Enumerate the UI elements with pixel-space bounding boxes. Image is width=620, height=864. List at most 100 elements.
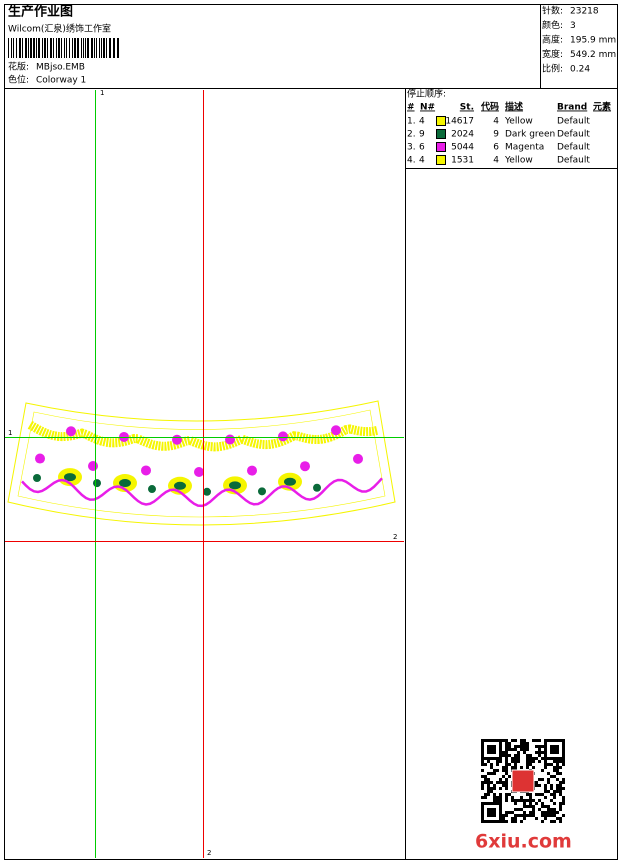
bar xyxy=(58,38,60,58)
info-value: 23218 xyxy=(570,7,599,17)
qr-cell xyxy=(553,760,556,763)
qr-cell xyxy=(550,787,553,790)
qr-cell xyxy=(514,757,517,760)
qr-code xyxy=(481,739,565,823)
qr-cell xyxy=(499,760,502,763)
qr-cell xyxy=(502,820,505,823)
qr-cell xyxy=(487,784,490,787)
dot xyxy=(148,485,156,494)
qr-cell xyxy=(520,748,523,751)
qr-cell xyxy=(532,811,535,814)
qr-cell xyxy=(505,814,508,817)
qr-cell xyxy=(538,799,541,802)
qr-cell xyxy=(496,781,499,784)
qr-cell xyxy=(505,760,508,763)
qr-cell xyxy=(547,805,550,808)
qr-cell xyxy=(505,754,508,757)
qr-cell xyxy=(517,754,520,757)
qr-cell xyxy=(538,754,541,757)
qr-cell xyxy=(559,793,562,796)
qr-cell xyxy=(514,802,517,805)
qr-cell xyxy=(505,784,508,787)
qr-cell xyxy=(556,778,559,781)
qr-cell xyxy=(562,763,565,766)
design-label: 花版: xyxy=(8,61,29,73)
column-header: N# xyxy=(420,103,435,113)
qr-cell xyxy=(523,742,526,745)
qr-finder xyxy=(550,745,559,754)
qr-cell xyxy=(550,784,553,787)
cell-needle: 6 xyxy=(419,143,425,153)
leaf xyxy=(229,481,241,490)
qr-cell xyxy=(559,808,562,811)
qr-finder xyxy=(481,802,502,823)
qr-cell xyxy=(502,814,505,817)
info-value: 0.24 xyxy=(570,65,590,75)
qr-cell xyxy=(514,763,517,766)
qr-cell xyxy=(550,811,553,814)
qr-cell xyxy=(550,799,553,802)
bar xyxy=(53,38,54,58)
qr-cell xyxy=(505,757,508,760)
qr-cell xyxy=(553,793,556,796)
cell-index: 4. xyxy=(407,156,416,166)
watermark: 6xiu.com xyxy=(475,831,572,853)
qr-cell xyxy=(544,814,547,817)
qr-cell xyxy=(508,754,511,757)
outline xyxy=(17,409,386,518)
qr-cell xyxy=(505,748,508,751)
qr-cell xyxy=(490,766,493,769)
qr-cell xyxy=(544,796,547,799)
qr-cell xyxy=(520,745,523,748)
qr-cell xyxy=(562,802,565,805)
qr-cell xyxy=(493,769,496,772)
bar xyxy=(56,38,57,58)
qr-cell xyxy=(529,763,532,766)
qr-cell xyxy=(493,793,496,796)
qr-cell xyxy=(538,784,541,787)
dot xyxy=(88,460,98,471)
qr-cell xyxy=(559,802,562,805)
qr-cell xyxy=(520,808,523,811)
cell-description: Yellow xyxy=(504,117,533,127)
qr-cell xyxy=(553,769,556,772)
bar xyxy=(81,38,82,58)
bar xyxy=(11,38,12,58)
qr-cell xyxy=(508,793,511,796)
cell-code: 6 xyxy=(493,143,499,153)
qr-cell xyxy=(514,814,517,817)
qr-cell xyxy=(547,763,550,766)
qr-cell xyxy=(532,760,535,763)
qr-cell xyxy=(487,781,490,784)
qr-cell xyxy=(517,808,520,811)
qr-cell xyxy=(511,799,514,802)
leaf xyxy=(174,481,186,490)
qr-cell xyxy=(505,781,508,784)
qr-cell xyxy=(520,742,523,745)
bar xyxy=(25,38,27,58)
qr-cell xyxy=(526,763,529,766)
qr-cell xyxy=(493,787,496,790)
qr-cell xyxy=(481,787,484,790)
qr-cell xyxy=(559,784,562,787)
qr-cell xyxy=(526,760,529,763)
cell-stitches: 5044 xyxy=(451,143,474,153)
bar xyxy=(106,38,107,58)
qr-cell xyxy=(481,784,484,787)
qr-cell xyxy=(556,760,559,763)
info-value: 3 xyxy=(570,21,576,31)
qr-cell xyxy=(535,784,538,787)
qr-cell xyxy=(487,790,490,793)
qr-cell xyxy=(559,790,562,793)
qr-cell xyxy=(529,805,532,808)
qr-cell xyxy=(562,799,565,802)
bar xyxy=(103,38,105,58)
bar xyxy=(61,38,62,58)
qr-cell xyxy=(550,820,553,823)
cell-index: 2. xyxy=(407,130,416,140)
qr-cell xyxy=(553,790,556,793)
info-label: 宽度: xyxy=(542,48,563,60)
qr-cell xyxy=(544,787,547,790)
qr-cell xyxy=(526,766,529,769)
qr-cell xyxy=(523,817,526,820)
